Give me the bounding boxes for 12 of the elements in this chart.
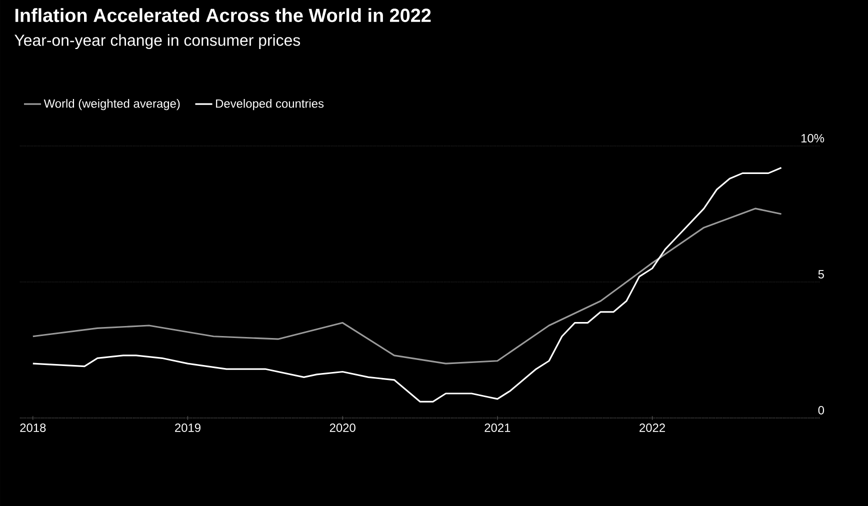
y-tick-label: 0	[818, 406, 824, 414]
x-tick-label: 2021	[484, 424, 510, 432]
x-tick-label: 2020	[330, 424, 356, 432]
x-tick-label: 2019	[175, 424, 200, 432]
y-tick-label: 10%	[801, 134, 824, 142]
y-tick-label: 5	[818, 270, 824, 278]
x-tick-label: 2022	[640, 424, 665, 432]
x-tick-label: 2018	[20, 424, 46, 432]
legend-label: Developed countries	[216, 99, 324, 110]
legend-label: World (weighted average)	[44, 99, 180, 110]
chart-title: Inflation Accelerated Across the World in 2022	[15, 8, 431, 22]
chart-subtitle: Year-on-year change in consumer prices	[14, 34, 300, 50]
